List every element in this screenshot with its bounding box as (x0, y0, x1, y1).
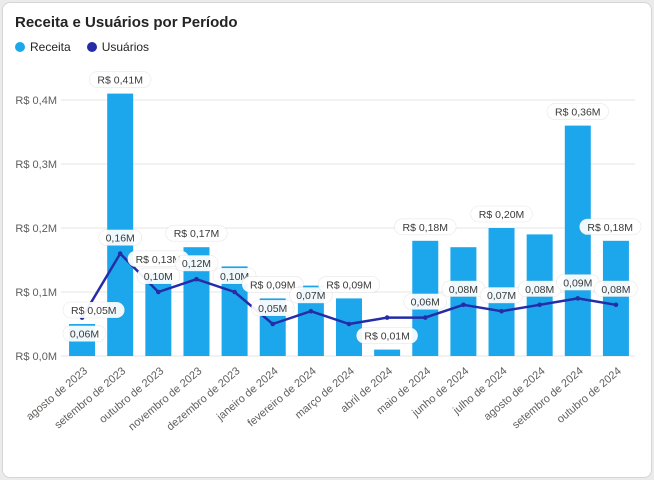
x-axis-label: setembro de 2024 (510, 365, 586, 431)
line-point-outubro-de-2024[interactable] (613, 302, 619, 308)
bar-data-label: R$ 0,41M (97, 75, 143, 87)
line-point-abril-de-2024[interactable] (384, 315, 390, 320)
bar-outubro-de-2024[interactable] (602, 240, 629, 356)
line-data-label-pill (62, 325, 107, 342)
bar-data-label-pill (356, 327, 419, 344)
chart-canvas: R$ 0,0MR$ 0,1MR$ 0,2MR$ 0,3MR$ 0,4Magost… (15, 71, 642, 433)
x-axis-label: setembro de 2023 (52, 365, 128, 431)
bar-data-label-pill (579, 218, 642, 236)
bar-setembro-de-2024[interactable] (564, 125, 591, 356)
legend-dot-icon (86, 42, 97, 52)
legend-dot-icon (15, 42, 25, 52)
line-point-agosto-de-2024[interactable] (537, 302, 542, 308)
bar-data-label-pill (62, 301, 125, 319)
bar-data-label-pill (89, 71, 152, 88)
bar-data-label: R$ 0,09M (250, 279, 296, 291)
line-data-label-pill (594, 280, 638, 298)
bar-data-label: R$ 0,36M (555, 107, 601, 119)
legend: Receita Usuários (15, 40, 639, 54)
bar-junho-de-2024[interactable] (450, 247, 477, 356)
line-point-setembro-de-2023[interactable] (117, 251, 123, 256)
line-data-label: 0,08M (601, 284, 630, 296)
line-point-novembro-de-2023[interactable] (194, 276, 199, 282)
bar-data-label-pill (470, 205, 533, 223)
legend-label: Receita (30, 40, 71, 54)
y-axis-tick-label: R$ 0,3M (15, 159, 57, 171)
bar-data-label: R$ 0,09M (326, 279, 372, 291)
line-data-label-pill (98, 229, 142, 246)
y-axis-tick-label: R$ 0,2M (15, 223, 57, 235)
line-data-label: 0,06M (411, 297, 440, 309)
bar-outubro-de-2023[interactable] (145, 272, 172, 356)
line-point-julho-de-2024[interactable] (499, 308, 504, 314)
line-data-label: 0,16M (106, 233, 135, 245)
combo-chart: R$ 0,0M R$ 0,1M R$ 0,2M R$ 0,3M R$ 0,4M agost… (15, 56, 642, 456)
x-axis-label: outubro de 2023 (97, 365, 166, 426)
line-point-janeiro-de-2024[interactable] (270, 321, 276, 327)
line-data-label: 0,10M (144, 271, 173, 283)
bar-data-label: R$ 0,18M (587, 222, 633, 234)
legend-label: Usuários (101, 40, 150, 54)
line-data-label-pill (174, 254, 219, 272)
bar-data-label: R$ 0,18M (403, 222, 449, 234)
line-data-label: 0,05M (258, 303, 287, 315)
bar-data-label-pill (241, 276, 304, 293)
line-data-label-pill (403, 293, 448, 310)
line-data-label: 0,08M (449, 284, 478, 296)
bar-data-label: R$ 0,20M (479, 209, 525, 221)
legend-item-receita[interactable]: Receita (15, 40, 71, 54)
legend-item-usuarios[interactable]: Usuários (86, 40, 150, 54)
line-point-outubro-de-2023[interactable] (156, 289, 161, 295)
y-axis-tick-label: R$ 0,4M (15, 95, 57, 107)
bar-data-label-pill (165, 224, 228, 242)
line-point-maio-de-2024[interactable] (422, 315, 428, 320)
bar-data-label: R$ 0,05M (71, 305, 117, 317)
line-data-label-pill (289, 286, 333, 304)
line-point-dezembro-de-2023[interactable] (232, 289, 237, 295)
line-data-label-pill (136, 267, 181, 285)
line-data-label: 0,08M (525, 284, 554, 296)
bar-data-label-pill (546, 103, 609, 120)
chart-title: Receita e Usuários por Período (15, 14, 238, 31)
bar-marco-de-2024[interactable] (336, 298, 362, 356)
x-axis-label: fevereiro de 2024 (245, 365, 318, 429)
y-axis-tick-label: R$ 0,1M (15, 287, 57, 299)
line-point-junho-de-2024[interactable] (461, 302, 466, 308)
line-data-label: 0,10M (220, 271, 249, 283)
bar-data-label: R$ 0,01M (364, 331, 410, 343)
bar-data-label: R$ 0,17M (174, 228, 220, 240)
line-point-fevereiro-de-2024[interactable] (308, 308, 314, 314)
bar-data-label: R$ 0,13M (136, 254, 182, 266)
y-axis-tick-label: R$ 0,0M (15, 351, 57, 363)
line-data-label: 0,07M (487, 290, 516, 302)
x-axis-label: outubro de 2024 (555, 365, 624, 426)
line-point-marco-de-2024[interactable] (346, 321, 352, 327)
line-data-label: 0,06M (70, 329, 99, 341)
line-data-label: 0,12M (182, 258, 211, 270)
line-data-label: 0,07M (296, 290, 325, 302)
line-point-setembro-de-2024[interactable] (575, 296, 581, 301)
bar-data-label-pill (394, 218, 457, 236)
bar-abril-de-2024[interactable] (374, 349, 401, 356)
line-data-label: 0,09M (563, 277, 592, 289)
bar-data-label-pill (317, 276, 381, 293)
line-data-label-pill (250, 299, 295, 317)
